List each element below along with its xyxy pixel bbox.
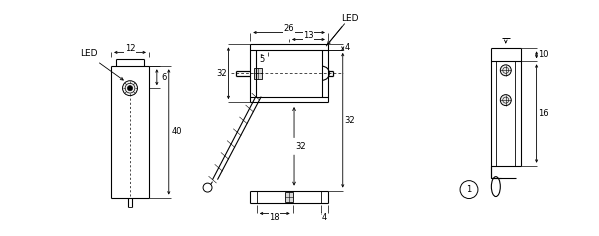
Circle shape [500,95,511,105]
Text: 1: 1 [467,185,471,194]
Text: 5: 5 [259,55,264,64]
Text: LED: LED [341,13,358,23]
Circle shape [500,65,511,76]
Text: 13: 13 [303,31,314,40]
Text: 32: 32 [216,69,227,78]
Text: 6: 6 [161,73,167,82]
Text: 4: 4 [322,213,327,222]
Text: 12: 12 [125,44,135,53]
Text: 18: 18 [270,213,280,222]
Bar [285,192,293,202]
Text: 16: 16 [539,109,549,118]
Text: 32: 32 [344,116,355,125]
Text: LED: LED [80,49,98,58]
Text: 4: 4 [345,43,350,52]
Ellipse shape [491,177,500,197]
Text: 10: 10 [539,50,549,59]
Circle shape [128,86,132,91]
Circle shape [123,81,137,96]
Text: 32: 32 [295,142,305,151]
Text: 26: 26 [284,24,294,33]
Bar [254,68,262,79]
Text: 40: 40 [171,127,182,136]
